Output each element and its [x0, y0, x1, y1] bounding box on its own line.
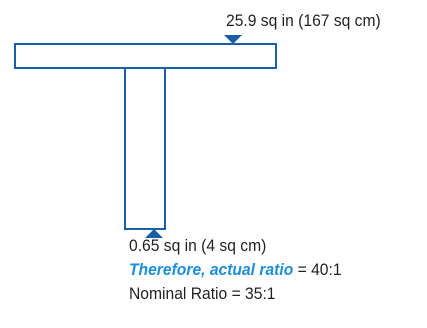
horizontal-bar — [14, 43, 277, 69]
actual-ratio-value: = 40:1 — [293, 260, 342, 279]
actual-ratio-emphasis: Therefore, actual ratio — [129, 260, 294, 279]
nominal-ratio-line: Nominal Ratio = 35:1 — [129, 284, 276, 303]
bottom-area-marker-icon — [145, 229, 163, 238]
actual-ratio-line: Therefore, actual ratio = 40:1 — [129, 260, 342, 280]
top-area-label: 25.9 sq in (167 sq cm) — [226, 11, 381, 30]
top-area-marker-icon — [224, 35, 242, 44]
bottom-area-label: 0.65 sq in (4 sq cm) — [129, 236, 267, 255]
vertical-stem — [124, 67, 166, 230]
